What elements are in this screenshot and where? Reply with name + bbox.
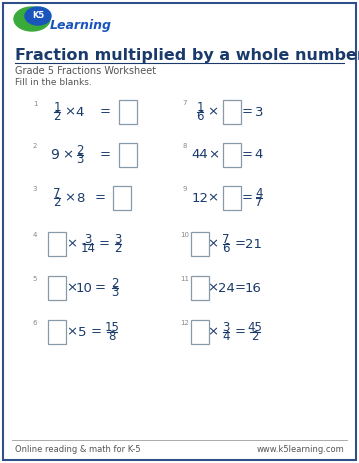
- Text: $\times$: $\times$: [66, 282, 78, 294]
- Text: =: =: [242, 106, 252, 119]
- Text: $\times$: $\times$: [208, 325, 219, 338]
- Text: 14: 14: [80, 242, 95, 255]
- Text: 7: 7: [53, 187, 61, 200]
- Text: =: =: [242, 192, 252, 205]
- Text: Fraction multiplied by a whole number: Fraction multiplied by a whole number: [15, 48, 359, 63]
- Text: $\times$: $\times$: [208, 106, 219, 119]
- Text: $\times$: $\times$: [208, 149, 220, 162]
- Text: =: =: [99, 149, 111, 162]
- Text: Fill in the blanks.: Fill in the blanks.: [15, 78, 92, 87]
- Text: www.k5learning.com: www.k5learning.com: [256, 445, 344, 455]
- Bar: [119, 100, 137, 124]
- Text: $\times$: $\times$: [208, 192, 219, 205]
- Text: 3: 3: [222, 321, 230, 334]
- Text: 6: 6: [222, 242, 230, 255]
- Bar: [119, 143, 137, 167]
- Text: 2: 2: [111, 277, 119, 290]
- Text: 3: 3: [111, 286, 119, 299]
- Text: 7: 7: [183, 100, 187, 106]
- Text: 10: 10: [181, 232, 190, 238]
- Text: 7: 7: [222, 233, 230, 246]
- Bar: [223, 100, 241, 124]
- Text: =: =: [94, 192, 106, 205]
- Text: $\times$: $\times$: [66, 325, 78, 338]
- Text: Learning: Learning: [50, 19, 112, 32]
- Text: $\times$: $\times$: [64, 106, 76, 119]
- Text: 7: 7: [255, 196, 263, 209]
- Text: 4: 4: [255, 149, 263, 162]
- Text: 4: 4: [222, 330, 230, 343]
- Text: 2: 2: [76, 144, 84, 157]
- Text: 12: 12: [191, 192, 209, 205]
- Text: 2: 2: [53, 196, 61, 209]
- Text: 24: 24: [218, 282, 234, 294]
- Text: $\times$: $\times$: [66, 238, 78, 250]
- Bar: [191, 232, 209, 256]
- Text: 6: 6: [33, 320, 37, 326]
- Ellipse shape: [14, 7, 50, 31]
- Text: 2: 2: [33, 143, 37, 149]
- Bar: [48, 320, 66, 344]
- Text: 3: 3: [114, 233, 122, 246]
- Text: =: =: [234, 325, 246, 338]
- Text: 1: 1: [33, 101, 37, 107]
- Text: 10: 10: [75, 282, 92, 294]
- Bar: [191, 276, 209, 300]
- Bar: [48, 276, 66, 300]
- Text: 12: 12: [181, 320, 190, 326]
- Bar: [223, 143, 241, 167]
- Text: 21: 21: [244, 238, 261, 250]
- Text: 1: 1: [53, 101, 61, 114]
- Text: 9: 9: [51, 148, 60, 162]
- Bar: [48, 232, 66, 256]
- Text: 11: 11: [181, 276, 190, 282]
- Text: $\times$: $\times$: [64, 192, 76, 205]
- Text: =: =: [94, 282, 106, 294]
- Text: =: =: [234, 282, 246, 294]
- Text: 8: 8: [183, 143, 187, 149]
- Bar: [223, 186, 241, 210]
- Text: Grade 5 Fractions Worksheet: Grade 5 Fractions Worksheet: [15, 66, 156, 76]
- Text: =: =: [98, 238, 109, 250]
- Text: =: =: [99, 106, 111, 119]
- Text: Online reading & math for K-5: Online reading & math for K-5: [15, 445, 141, 455]
- Text: 9: 9: [183, 186, 187, 192]
- Text: 3: 3: [76, 153, 84, 166]
- Ellipse shape: [25, 7, 51, 25]
- Text: 3: 3: [84, 233, 92, 246]
- Text: 1: 1: [196, 101, 204, 114]
- Text: 3: 3: [33, 186, 37, 192]
- Text: 2: 2: [53, 110, 61, 123]
- Text: 45: 45: [248, 321, 262, 334]
- Text: $\times$: $\times$: [208, 282, 219, 294]
- Text: $\times$: $\times$: [62, 149, 74, 162]
- Text: 2: 2: [251, 330, 259, 343]
- Text: =: =: [90, 325, 102, 338]
- Text: 6: 6: [196, 110, 204, 123]
- Text: 3: 3: [255, 106, 263, 119]
- Bar: [191, 320, 209, 344]
- Text: 4: 4: [255, 187, 263, 200]
- Bar: [113, 186, 131, 210]
- Text: 4: 4: [33, 232, 37, 238]
- Text: 8: 8: [76, 192, 84, 205]
- Text: 15: 15: [104, 321, 120, 334]
- Text: =: =: [234, 238, 246, 250]
- Text: $\times$: $\times$: [208, 238, 219, 250]
- Text: 8: 8: [108, 330, 116, 343]
- Text: =: =: [242, 149, 252, 162]
- Text: K5: K5: [32, 12, 44, 20]
- Text: 5: 5: [78, 325, 86, 338]
- Text: 16: 16: [244, 282, 261, 294]
- Text: 5: 5: [33, 276, 37, 282]
- Text: 44: 44: [192, 149, 208, 162]
- Text: 2: 2: [114, 242, 122, 255]
- Text: 4: 4: [76, 106, 84, 119]
